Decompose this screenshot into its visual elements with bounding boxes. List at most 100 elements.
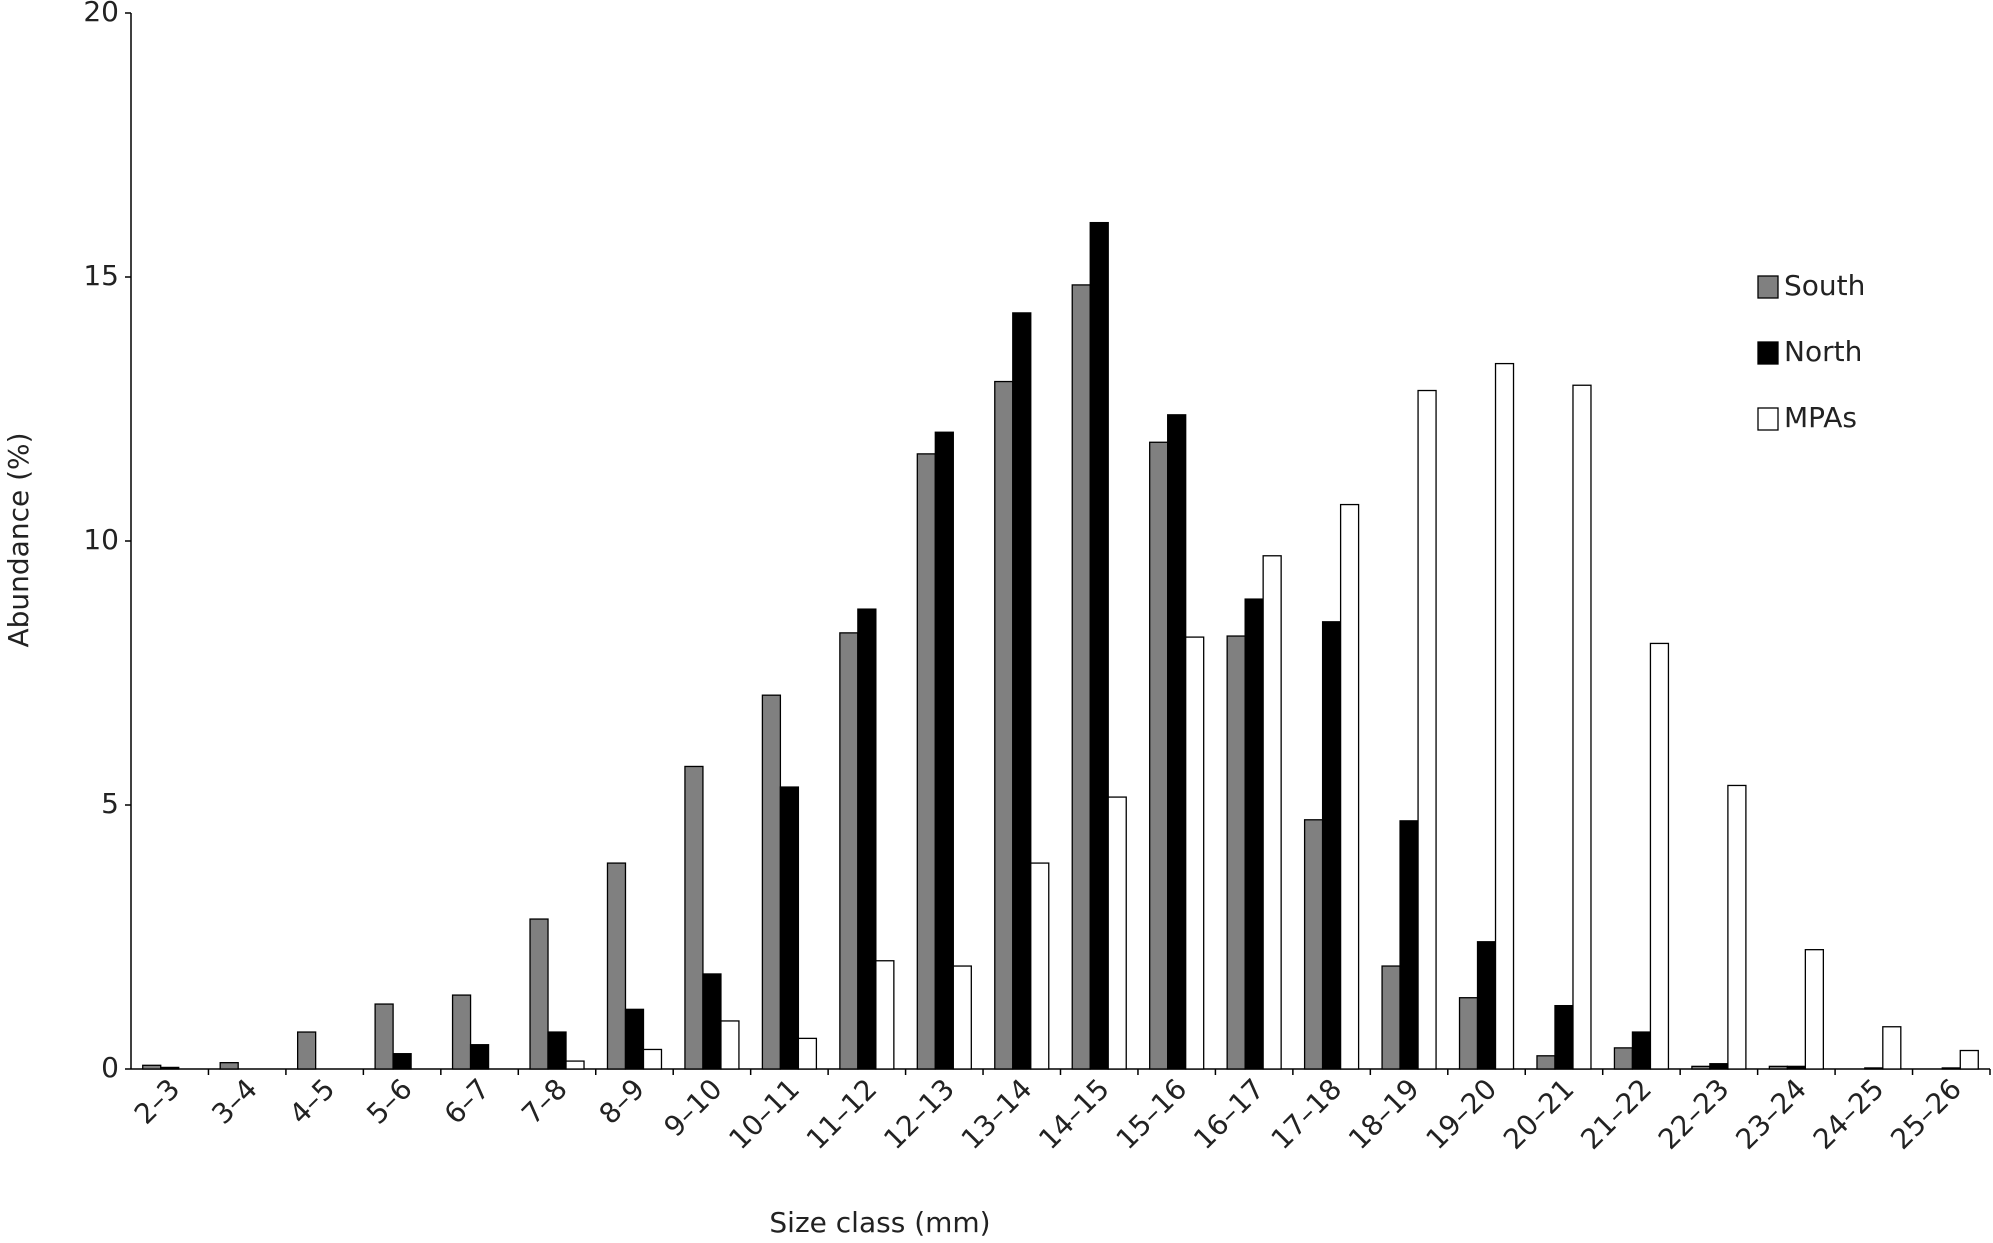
bar — [1399, 820, 1419, 1070]
bar — [702, 973, 722, 1070]
bar — [1941, 1067, 1961, 1070]
bar — [1476, 941, 1497, 1070]
bar — [1458, 997, 1479, 1070]
bar — [1804, 949, 1825, 1070]
x-tick-label: 5–6 — [360, 1072, 418, 1130]
bar — [565, 1060, 585, 1070]
x-tick-label: 7–8 — [515, 1072, 573, 1130]
bar — [1089, 221, 1109, 1070]
bar — [529, 918, 549, 1070]
bar — [1417, 389, 1437, 1070]
y-tick-label: 5 — [101, 787, 119, 820]
legend-swatch — [1757, 275, 1779, 299]
bar — [875, 960, 895, 1070]
bar — [1381, 965, 1401, 1070]
bar — [684, 765, 704, 1070]
bar — [1613, 1047, 1634, 1070]
bar — [1768, 1065, 1789, 1070]
x-tick-label: 8–9 — [593, 1072, 651, 1130]
bar — [797, 1037, 818, 1070]
x-tick-label: 18–19 — [1342, 1072, 1426, 1156]
bar — [1864, 1067, 1884, 1070]
bar — [1536, 1055, 1556, 1070]
bar — [1649, 642, 1670, 1070]
bar — [1226, 635, 1246, 1070]
x-tick-label: 20–21 — [1497, 1072, 1581, 1156]
bar — [1572, 384, 1592, 1070]
legend-swatch — [1757, 341, 1779, 365]
bar — [1185, 636, 1205, 1070]
x-tick-label: 16–17 — [1187, 1072, 1271, 1156]
x-tick-label: 10–11 — [722, 1072, 806, 1156]
x-tick-label: 11–12 — [800, 1072, 884, 1156]
bar — [642, 1048, 663, 1070]
x-tick-label: 9–10 — [658, 1072, 729, 1143]
x-tick-label: 4–5 — [283, 1072, 341, 1130]
bar — [1071, 284, 1091, 1070]
bar — [1959, 1049, 1979, 1070]
bar — [1339, 503, 1360, 1070]
x-tick-label: 12–13 — [877, 1072, 961, 1156]
y-axis-title: Abundance (%) — [2, 432, 35, 647]
bar — [1786, 1065, 1807, 1070]
bar — [916, 453, 936, 1070]
x-tick-label: 13–14 — [955, 1072, 1039, 1156]
bar — [1321, 621, 1342, 1070]
bar — [1882, 1026, 1902, 1070]
y-tick-label: 20 — [83, 0, 119, 28]
bar — [1494, 362, 1515, 1070]
y-tick-label: 10 — [83, 523, 119, 556]
bar — [857, 608, 877, 1070]
x-tick-label: 2–3 — [128, 1072, 186, 1130]
bar — [934, 431, 954, 1070]
bar — [296, 1031, 317, 1070]
x-tick-label: 19–20 — [1420, 1072, 1504, 1156]
bar — [374, 1003, 394, 1070]
x-tick-label: 21–22 — [1574, 1072, 1658, 1156]
bar — [952, 965, 972, 1070]
y-tick-label: 0 — [101, 1051, 119, 1084]
bar — [1030, 862, 1050, 1070]
bar — [142, 1064, 162, 1070]
bar — [219, 1062, 239, 1070]
bar — [1554, 1004, 1574, 1070]
bar — [624, 1008, 645, 1070]
x-tick-label: 6–7 — [438, 1072, 496, 1130]
bar — [1107, 796, 1127, 1070]
legend-label: North — [1784, 335, 1862, 368]
bar — [1691, 1065, 1711, 1070]
bar — [994, 380, 1014, 1070]
x-axis-title: Size class (mm) — [769, 1206, 990, 1239]
bar — [1727, 784, 1747, 1070]
x-tick-label: 24–25 — [1807, 1072, 1891, 1156]
bar — [720, 1020, 740, 1070]
x-tick-label: 3–4 — [205, 1072, 263, 1130]
bar — [1709, 1063, 1729, 1070]
x-tick-label: 23–24 — [1729, 1072, 1813, 1156]
bar — [469, 1044, 490, 1070]
bar — [1012, 312, 1032, 1070]
bar — [1631, 1031, 1652, 1070]
x-tick-label: 15–16 — [1110, 1072, 1194, 1156]
bar — [761, 694, 782, 1070]
x-tick-label: 25–26 — [1884, 1072, 1968, 1156]
bar — [547, 1031, 567, 1070]
y-tick-label: 15 — [83, 259, 119, 292]
legend-swatch — [1757, 407, 1779, 431]
bar — [160, 1066, 180, 1070]
x-tick-label: 17–18 — [1265, 1072, 1349, 1156]
bar — [606, 862, 627, 1070]
x-tick-label: 22–23 — [1652, 1072, 1736, 1156]
legend-label: South — [1784, 269, 1865, 302]
legend-label: MPAs — [1784, 401, 1857, 434]
bar — [779, 786, 800, 1070]
x-tick-label: 14–15 — [1032, 1072, 1116, 1156]
bar — [1167, 414, 1187, 1070]
bar — [839, 632, 859, 1070]
bar — [1262, 555, 1282, 1070]
bar — [392, 1053, 412, 1070]
bar — [1244, 598, 1264, 1070]
bar — [1303, 819, 1324, 1070]
bar — [451, 994, 472, 1070]
